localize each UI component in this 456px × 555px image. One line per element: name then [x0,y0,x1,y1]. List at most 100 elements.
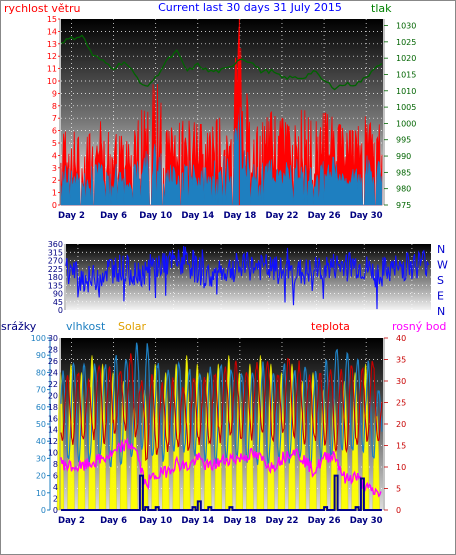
wind-average-series [60,106,383,206]
pressure-ytick: 995 [396,136,411,145]
rain-ytick: 4 [53,483,58,492]
pressure-ytick: 975 [396,201,411,210]
pressure-ytick: 1010 [396,87,416,96]
compass-label: N [437,243,445,256]
humidity-ytick: 10 [36,489,46,498]
chart-title: Current last 30 days 31 July 2015 [158,1,342,14]
pressure-ytick: 980 [396,185,411,194]
pressure-ytick: 985 [396,168,411,177]
panel1-xtick: Day 26 [308,211,341,221]
temperature-ytick: 10 [396,463,406,472]
panel3-xtick: Day 10 [139,516,172,526]
rain-ytick: 30 [48,334,58,343]
rain-ytick: 24 [48,368,58,377]
wind-ytick: 9 [52,89,57,98]
wind-ytick: 2 [52,176,57,185]
panel1-xtick: Day 6 [100,211,127,221]
axis-layer: 0123456789101112131415975980985990995100… [31,15,448,526]
humidity-ytick: 40 [36,437,46,446]
pressure-series [60,34,383,91]
rain-ytick: 6 [53,472,58,481]
humidity-ytick: 30 [36,454,46,463]
rain-series [61,474,382,511]
wind-ytick: 1 [52,189,57,198]
panel3-xtick: Day 6 [100,516,127,526]
solar-hump [267,363,275,511]
humidity-ytick: 60 [36,403,46,412]
direction-ytick: 90 [53,290,63,299]
direction-ytick: 225 [48,265,63,274]
dewpoint-label: rosný bod [392,320,446,333]
panel1-right-label: tlak [371,2,392,15]
compass-label: N [437,305,445,318]
humidity-label: vlhkost [66,320,106,333]
wind-direction-series [65,245,430,310]
humidity-ytick: 70 [36,386,46,395]
direction-ytick: 135 [48,281,63,290]
wind-ytick: 14 [47,27,57,36]
solar-hump [309,372,317,511]
direction-ytick: 270 [48,257,63,266]
wind-ytick: 5 [52,139,57,148]
temperature-ytick: 5 [396,485,401,494]
panel3-xtick: Day 2 [58,516,85,526]
panel1-xtick: Day 22 [266,211,299,221]
pressure-ytick: 1020 [396,54,416,63]
solar-hump [77,372,86,511]
panel3-xtick: Day 22 [266,516,299,526]
compass-label: E [437,290,444,303]
humidity-ytick: 80 [36,368,46,377]
direction-ytick: 360 [48,240,63,249]
compass-label: S [437,274,444,287]
rain-ytick: 28 [48,345,58,354]
pressure-ytick: 1015 [396,70,416,79]
solar-hump [361,363,370,511]
direction-ytick: 315 [48,248,63,257]
solar-hump [235,372,244,511]
panel1-xtick: Day 2 [58,211,85,221]
solar-label: Solar [118,320,147,333]
panel1-xtick: Day 14 [181,211,214,221]
wind-ytick: 4 [52,151,57,160]
temperature-ytick: 20 [396,420,406,429]
panel3-xtick: Day 30 [350,516,383,526]
rain-ytick: 8 [53,460,58,469]
temperature-ytick: 0 [396,506,401,515]
humidity-ytick: 50 [36,420,46,429]
wind-ytick: 8 [52,102,57,111]
temperature-ytick: 30 [396,377,406,386]
wind-ytick: 11 [47,65,57,74]
rain-ytick: 26 [48,357,58,366]
pressure-ytick: 990 [396,152,411,161]
pressure-ytick: 1000 [396,119,416,128]
solar-hump [98,363,107,511]
solar-hump [204,372,212,511]
wind-ytick: 13 [47,40,57,49]
solar-hump [246,363,254,511]
rain-ytick: 0 [53,506,58,515]
humidity-ytick: 100 [31,334,46,343]
rain-ytick: 10 [48,449,58,458]
solar-hump [298,380,307,511]
panel1-xtick: Day 18 [223,211,256,221]
solar-hump [109,372,117,511]
temperature-ytick: 35 [396,356,406,365]
rain-label: srážky [1,320,37,333]
solar-hump [319,389,328,511]
pressure-ytick: 1005 [396,103,416,112]
direction-ytick: 0 [58,306,63,315]
dewpoint-series [60,437,382,498]
panel3-xtick: Day 18 [223,516,256,526]
temperature-ytick: 25 [396,399,406,408]
wind-ytick: 10 [47,77,57,86]
rain-ytick: 18 [48,403,58,412]
panel1-left-label: rychlost větru [4,2,80,15]
temperature-ytick: 40 [396,334,406,343]
pressure-ytick: 1030 [396,22,416,31]
wind-ytick: 6 [52,127,57,136]
wind-ytick: 7 [52,114,57,123]
rain-ytick: 12 [48,437,58,446]
rain-ytick: 14 [48,426,58,435]
